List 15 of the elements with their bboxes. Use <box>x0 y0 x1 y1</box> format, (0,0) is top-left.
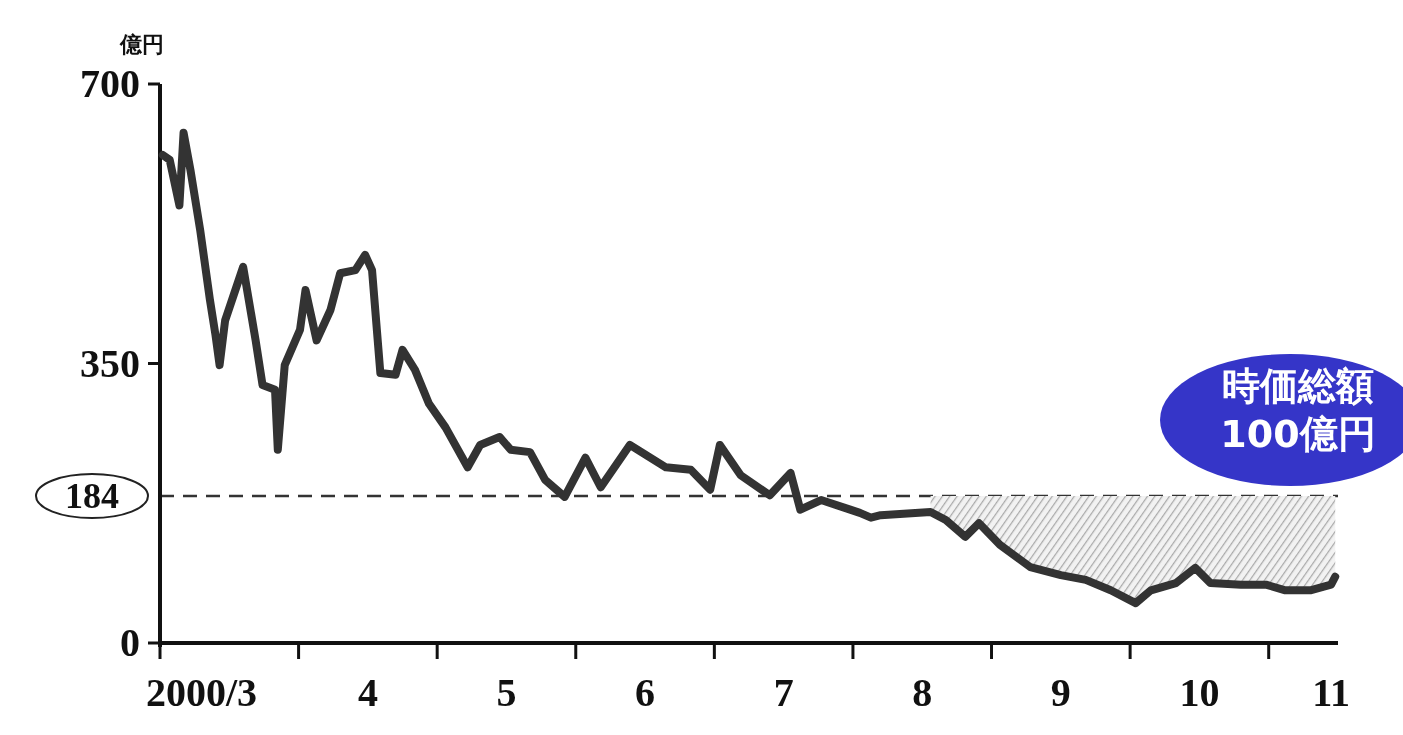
y-axis-title: 億円 <box>119 32 164 57</box>
x-tick-label: 10 <box>1179 670 1220 715</box>
x-tick-label: 2000/3 <box>146 670 258 715</box>
y-tick-label: 0 <box>120 620 140 665</box>
x-tick-label: 6 <box>635 670 656 715</box>
y-tick-label: 700 <box>80 61 140 106</box>
ref-line-label: 184 <box>65 476 119 517</box>
x-tick-label: 5 <box>496 670 517 715</box>
x-tick-label: 4 <box>357 670 378 715</box>
y-tick-label: 350 <box>80 340 140 386</box>
x-tick-label: 7 <box>773 670 794 715</box>
x-tick-label: 8 <box>912 670 933 715</box>
annotation: 時価総額 100億円 <box>1220 364 1376 456</box>
x-tick-label: 11 <box>1312 670 1350 715</box>
x-tick-label: 9 <box>1050 670 1071 715</box>
